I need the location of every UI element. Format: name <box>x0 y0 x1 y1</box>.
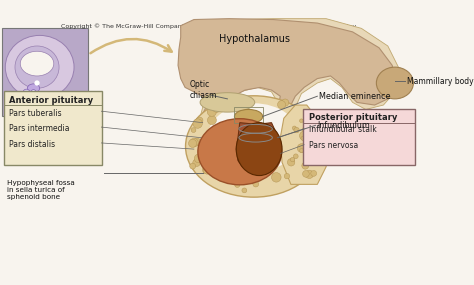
Circle shape <box>235 182 240 188</box>
Circle shape <box>208 116 217 125</box>
Circle shape <box>293 154 298 159</box>
Circle shape <box>193 119 202 128</box>
Circle shape <box>205 156 210 163</box>
Circle shape <box>302 170 309 177</box>
Text: Anterior pituitary: Anterior pituitary <box>9 96 93 105</box>
Ellipse shape <box>235 109 263 124</box>
Circle shape <box>196 117 203 124</box>
Circle shape <box>253 181 259 187</box>
Circle shape <box>193 159 201 166</box>
Ellipse shape <box>185 96 322 197</box>
Ellipse shape <box>23 89 30 96</box>
Ellipse shape <box>376 67 413 99</box>
Circle shape <box>191 128 196 133</box>
Circle shape <box>242 188 247 193</box>
Circle shape <box>212 103 221 112</box>
Circle shape <box>292 126 296 130</box>
Circle shape <box>301 136 305 141</box>
Text: Optic
chiasm: Optic chiasm <box>190 80 217 100</box>
Circle shape <box>311 139 316 144</box>
Circle shape <box>311 149 318 155</box>
Circle shape <box>308 145 316 154</box>
Text: Copyright © The McGraw-Hill Companies, Inc. Permission required for reproduction: Copyright © The McGraw-Hill Companies, I… <box>61 23 357 29</box>
Ellipse shape <box>236 123 282 176</box>
Circle shape <box>305 170 313 178</box>
Ellipse shape <box>15 46 59 88</box>
Circle shape <box>302 125 311 134</box>
Text: Infundibulum: Infundibulum <box>317 121 370 130</box>
Circle shape <box>302 162 309 169</box>
Circle shape <box>201 154 207 160</box>
Ellipse shape <box>27 84 40 93</box>
Circle shape <box>190 163 196 169</box>
Circle shape <box>207 107 217 116</box>
Circle shape <box>243 175 249 182</box>
Text: Median eminence: Median eminence <box>319 92 391 101</box>
Text: Pars nervosa: Pars nervosa <box>309 141 358 150</box>
Text: Pars tuberalis: Pars tuberalis <box>9 109 62 118</box>
Polygon shape <box>236 123 279 169</box>
Circle shape <box>297 144 306 152</box>
Ellipse shape <box>5 35 74 99</box>
Text: Posterior pituitary: Posterior pituitary <box>309 113 397 122</box>
Polygon shape <box>280 105 326 184</box>
Circle shape <box>202 166 210 174</box>
Circle shape <box>300 131 309 140</box>
Circle shape <box>190 138 198 147</box>
Ellipse shape <box>208 103 300 172</box>
Text: Hypophyseal fossa
in sella turica of
sphenoid bone: Hypophyseal fossa in sella turica of sph… <box>7 180 75 200</box>
Polygon shape <box>183 19 399 154</box>
Circle shape <box>216 99 225 109</box>
FancyBboxPatch shape <box>3 91 102 165</box>
Circle shape <box>294 127 299 133</box>
Circle shape <box>311 170 317 176</box>
Text: Infundibular stalk: Infundibular stalk <box>309 125 376 134</box>
Circle shape <box>203 167 211 174</box>
Circle shape <box>189 139 197 147</box>
Circle shape <box>312 148 319 156</box>
FancyArrowPatch shape <box>91 39 172 53</box>
Circle shape <box>306 123 312 129</box>
Circle shape <box>287 158 295 166</box>
Circle shape <box>272 172 281 182</box>
Circle shape <box>226 172 233 179</box>
Circle shape <box>194 154 203 163</box>
Bar <box>235 107 263 123</box>
FancyBboxPatch shape <box>303 109 415 165</box>
Text: Mammillary body: Mammillary body <box>407 77 474 86</box>
Ellipse shape <box>198 119 282 185</box>
Circle shape <box>278 101 285 109</box>
Bar <box>2 28 88 117</box>
Ellipse shape <box>20 51 54 76</box>
Text: Hypothalamus: Hypothalamus <box>219 34 290 44</box>
Circle shape <box>282 99 289 106</box>
Circle shape <box>193 138 201 146</box>
Ellipse shape <box>200 93 255 112</box>
Circle shape <box>284 173 290 179</box>
Circle shape <box>300 148 303 152</box>
Circle shape <box>203 159 210 166</box>
Ellipse shape <box>31 89 36 96</box>
Circle shape <box>35 80 40 86</box>
Text: Pars distalis: Pars distalis <box>9 140 55 149</box>
Circle shape <box>310 135 316 141</box>
Circle shape <box>300 119 303 123</box>
Text: Pars intermedia: Pars intermedia <box>9 125 69 133</box>
Circle shape <box>291 157 295 162</box>
Polygon shape <box>178 19 395 145</box>
